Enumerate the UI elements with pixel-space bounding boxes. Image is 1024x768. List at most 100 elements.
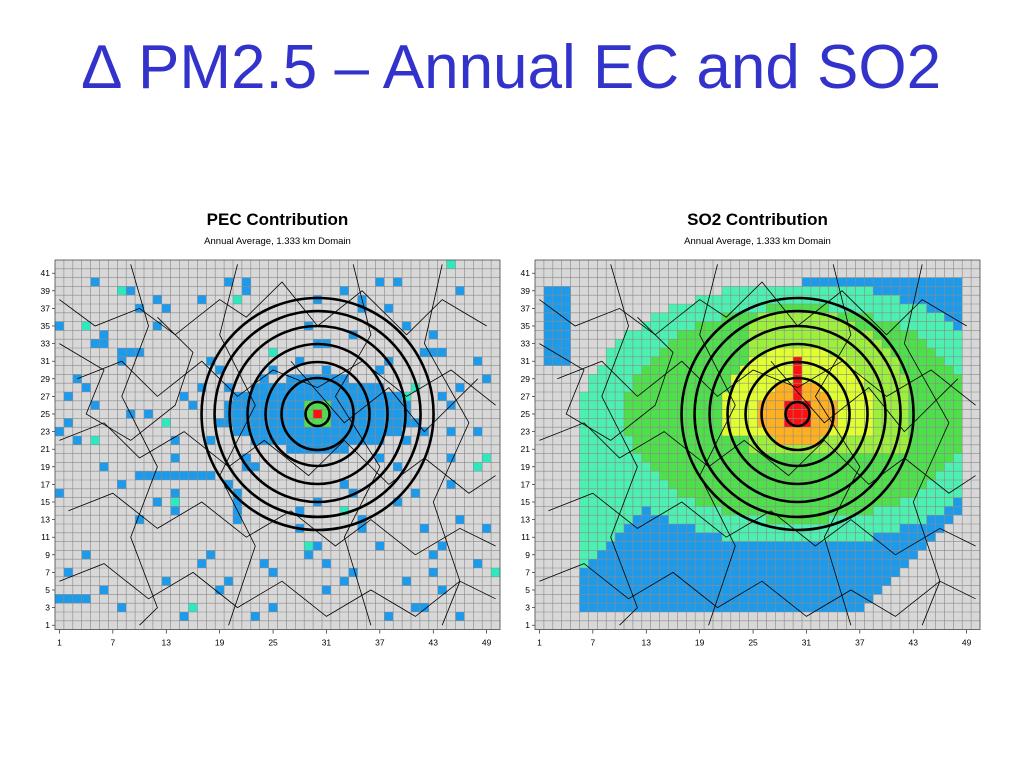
so2-cell <box>819 471 829 480</box>
so2-cell <box>668 603 678 612</box>
so2-cell <box>810 286 820 296</box>
so2-cell <box>641 506 651 516</box>
so2-cell <box>632 576 642 586</box>
so2-cell <box>793 488 802 498</box>
so2-cell <box>597 585 607 595</box>
pec-y-tick-label: 23 <box>41 427 51 437</box>
so2-cell <box>606 392 616 401</box>
so2-y-tick-label: 5 <box>525 585 530 595</box>
pec-cell <box>135 471 144 480</box>
so2-cell <box>953 356 963 366</box>
pec-boundary-line <box>121 264 158 626</box>
pec-boundary-line <box>423 264 470 626</box>
so2-cell <box>730 488 740 498</box>
so2-cell <box>748 515 758 524</box>
so2-cell <box>668 383 678 392</box>
pec-cell <box>357 418 367 428</box>
pec-cell <box>304 550 314 560</box>
so2-cell <box>686 312 696 322</box>
pec-cell <box>348 568 358 577</box>
so2-cell <box>677 603 687 612</box>
pec-boundary-line <box>219 264 256 626</box>
so2-cell <box>677 365 687 375</box>
so2-cell <box>668 400 678 410</box>
so2-cell <box>793 418 802 428</box>
so2-cell <box>713 409 722 419</box>
pec-cell <box>259 374 269 384</box>
so2-cell <box>713 471 722 480</box>
so2-cell <box>802 594 811 604</box>
pec-x-tick-label: 25 <box>268 638 278 648</box>
so2-cell <box>686 550 696 560</box>
so2-cell <box>766 295 776 304</box>
so2-y-tick-label: 37 <box>521 303 531 313</box>
so2-cell <box>784 383 794 392</box>
so2-cell <box>632 585 642 595</box>
so2-cell <box>730 568 740 577</box>
so2-cell <box>908 453 918 463</box>
pec-cell <box>393 497 403 507</box>
so2-cell <box>704 418 713 428</box>
pec-cell <box>402 400 411 410</box>
so2-cell <box>846 427 856 436</box>
so2-cell <box>891 356 900 366</box>
so2-cell <box>668 453 678 463</box>
so2-cell <box>606 488 616 498</box>
so2-cell <box>668 506 678 516</box>
pec-plot-frame <box>54 259 501 631</box>
so2-cell <box>597 568 607 577</box>
pec-cell <box>215 365 225 375</box>
so2-cell <box>686 585 696 595</box>
so2-cell <box>926 277 936 287</box>
so2-cell <box>784 330 794 340</box>
so2-cell <box>882 453 891 463</box>
so2-cell <box>908 365 918 375</box>
pec-ring <box>213 309 422 519</box>
so2-cell <box>739 286 749 296</box>
so2-cell <box>846 392 856 401</box>
so2-cell <box>650 453 660 463</box>
so2-cell <box>837 480 847 489</box>
so2-cell <box>873 568 883 577</box>
so2-cell <box>810 550 820 560</box>
so2-cell <box>579 524 589 533</box>
so2-cell <box>713 427 722 436</box>
so2-cell <box>730 550 740 560</box>
pec-cell <box>322 559 331 568</box>
so2-cell <box>641 550 651 560</box>
so2-cell <box>917 330 927 340</box>
so2-cell <box>953 321 963 331</box>
so2-cell <box>597 427 607 436</box>
so2-cell <box>695 603 705 612</box>
so2-cell <box>695 312 705 322</box>
so2-cell <box>810 427 820 436</box>
pec-cell <box>322 427 331 436</box>
so2-ring <box>744 360 851 468</box>
so2-cell <box>855 603 865 612</box>
so2-cell <box>668 356 678 366</box>
pec-cell <box>482 374 492 384</box>
so2-cell <box>855 480 865 489</box>
so2-cell <box>810 330 820 340</box>
pec-cell <box>411 383 420 392</box>
so2-cell <box>802 515 811 524</box>
so2-cell <box>855 444 865 454</box>
so2-cell <box>935 497 945 507</box>
so2-cell <box>810 304 820 313</box>
so2-cell <box>810 409 820 419</box>
so2-cell <box>873 453 883 463</box>
so2-cell <box>704 330 713 340</box>
so2-cell <box>855 418 865 428</box>
so2-cell <box>757 585 767 595</box>
so2-cell <box>899 356 909 366</box>
so2-cell <box>624 488 633 498</box>
pec-cell <box>437 348 447 357</box>
so2-cell <box>855 383 865 392</box>
so2-cell <box>908 436 918 445</box>
pec-cell <box>473 462 483 472</box>
so2-cell <box>793 286 802 296</box>
so2-cell <box>695 594 705 604</box>
so2-x-tick-label: 49 <box>962 638 972 648</box>
so2-cell <box>873 497 883 507</box>
so2-cell <box>597 462 607 472</box>
